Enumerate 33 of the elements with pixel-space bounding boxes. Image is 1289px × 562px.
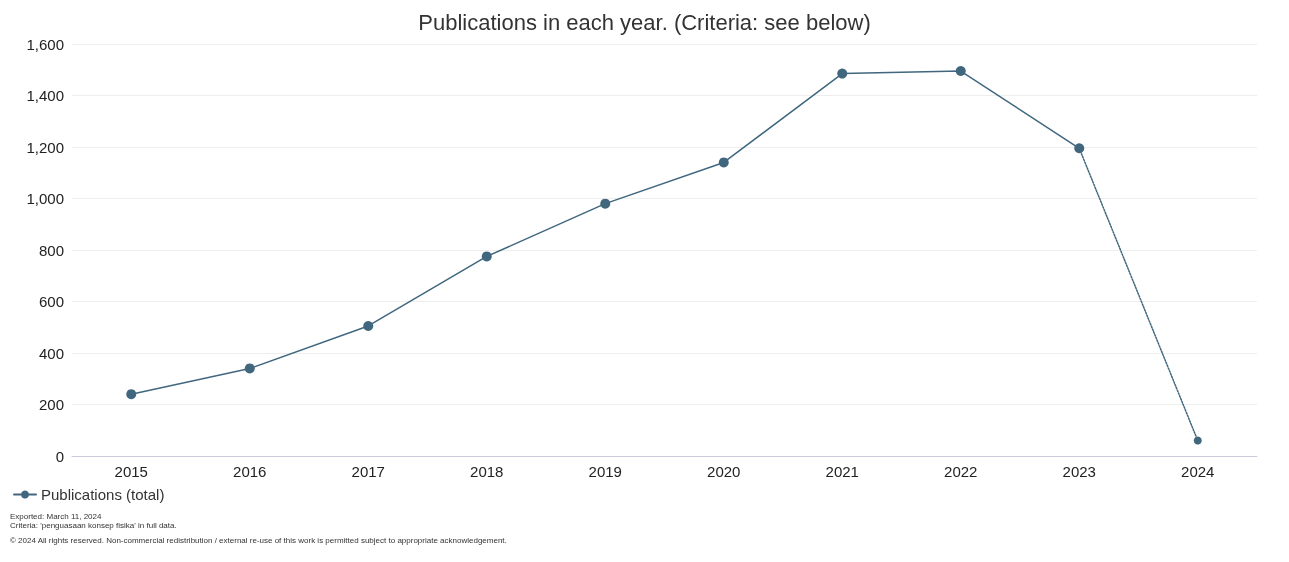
y-tick-label: 1,000 [26, 190, 64, 207]
text: Criteria: 'penguasaan konsep fisika' in full data. [10, 520, 177, 530]
y-tick-label: 200 [38, 396, 64, 413]
x-tick-label: 2015 [114, 463, 148, 480]
point [1193, 436, 1202, 445]
legend-label: Publications (total) [41, 486, 165, 503]
y-tick-label: 1,200 [26, 138, 64, 156]
x-tick-label: 2019 [588, 463, 622, 480]
y-tick-label: 1,400 [26, 87, 64, 104]
point [955, 66, 966, 77]
text: Exported: March 11, 2024 [10, 511, 103, 521]
point [837, 68, 848, 79]
y-tick-label: 400 [38, 344, 64, 362]
x-tick-label: 2021 [825, 463, 859, 480]
point [600, 198, 611, 209]
x-tick-label: 2020 [707, 463, 741, 480]
point [126, 389, 137, 400]
y-tick-label: 1,600 [26, 35, 64, 53]
y-tick-label: 0 [55, 447, 64, 465]
x-tick-label: 2023 [1062, 463, 1096, 480]
point [481, 251, 492, 262]
x-tick-label: 2016 [233, 463, 267, 480]
text: © 2024 All rights reserved. Non-commercial redistribution / external re-use of this work is permitted subject to appropriate acknowledgement. [10, 535, 507, 545]
point [718, 157, 729, 168]
y-tick-label: 800 [38, 241, 64, 259]
y-tick-label: 600 [38, 293, 64, 310]
point [363, 320, 374, 331]
x-tick-label: 2022 [944, 463, 978, 480]
x-tick-label: 2018 [470, 463, 504, 480]
x-tick-label: 2017 [351, 463, 385, 480]
x-tick-label: 2024 [1181, 463, 1215, 480]
point [244, 363, 255, 374]
chart-title: Publications in each year. (Criteria: see below) [418, 9, 871, 35]
